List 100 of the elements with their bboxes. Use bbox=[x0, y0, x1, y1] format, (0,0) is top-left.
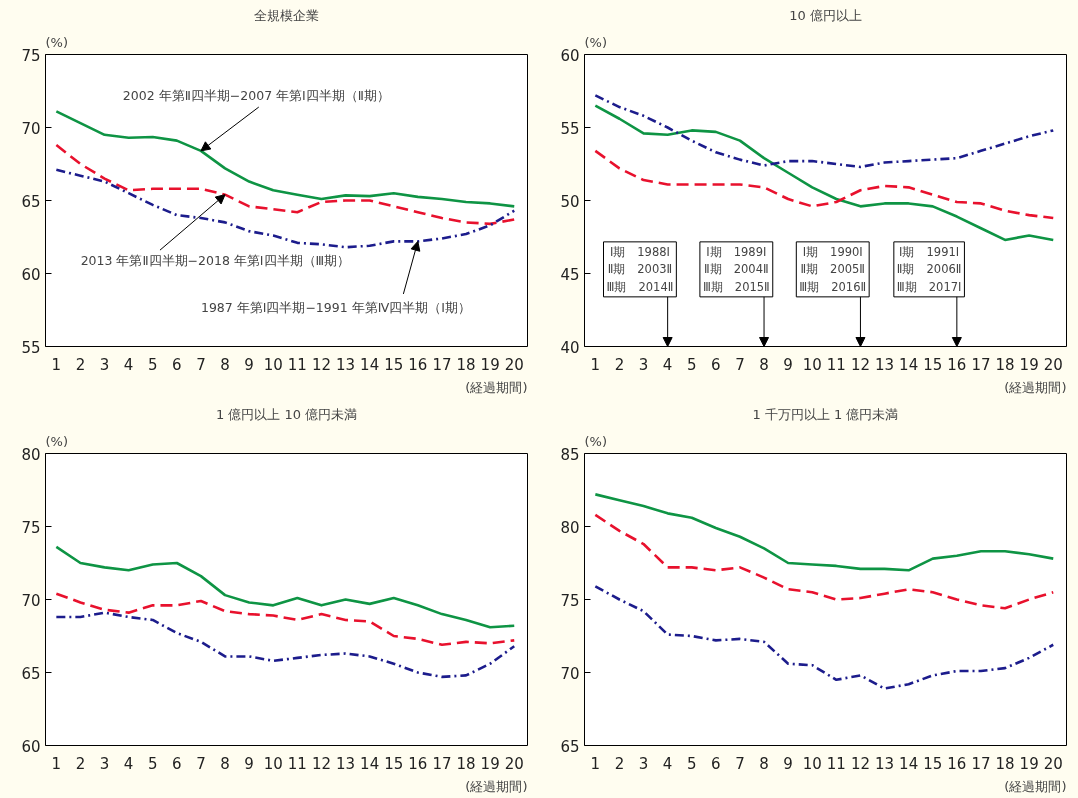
x-tick-label: 16 bbox=[947, 754, 967, 773]
x-tick-label: 10 bbox=[263, 754, 283, 773]
x-tick-label: 2 bbox=[614, 754, 625, 773]
y-tick-label: 75 bbox=[21, 518, 41, 537]
x-axis-title: (経過期間) bbox=[1004, 778, 1067, 794]
x-tick-label: 11 bbox=[287, 754, 307, 773]
x-tick-label: 7 bbox=[196, 355, 206, 374]
x-tick-label: 3 bbox=[99, 355, 110, 374]
x-tick-label: 14 bbox=[360, 355, 380, 374]
x-tick-label: 19 bbox=[480, 355, 500, 374]
x-tick-label: 15 bbox=[384, 754, 404, 773]
x-tick-label: 12 bbox=[850, 754, 870, 773]
y-axis-title: (%) bbox=[45, 433, 68, 449]
annotation: 2013 年第Ⅱ四半期−2018 年第Ⅰ四半期（Ⅲ期） bbox=[80, 252, 351, 268]
x-tick-label: 18 bbox=[456, 355, 476, 374]
x-tick-label: 9 bbox=[783, 355, 793, 374]
x-tick-label: 6 bbox=[172, 355, 182, 374]
y-tick-label: 65 bbox=[21, 664, 41, 683]
x-tick-label: 18 bbox=[995, 754, 1015, 773]
x-tick-label: 13 bbox=[336, 355, 356, 374]
x-tick-label: 6 bbox=[711, 355, 721, 374]
x-tick-label: 12 bbox=[311, 355, 331, 374]
x-tick-label: 14 bbox=[899, 754, 919, 773]
x-tick-label: 5 bbox=[147, 355, 158, 374]
x-tick-label: 20 bbox=[1043, 355, 1063, 374]
x-tick-label: 17 bbox=[432, 754, 452, 773]
y-tick-label: 70 bbox=[560, 664, 580, 683]
x-tick-label: 17 bbox=[971, 754, 991, 773]
x-tick-label: 20 bbox=[504, 754, 524, 773]
y-axis-title: (%) bbox=[584, 433, 607, 449]
x-tick-label: 7 bbox=[735, 754, 745, 773]
x-tick-label: 1 bbox=[51, 754, 62, 773]
x-tick-label: 3 bbox=[638, 355, 649, 374]
x-tick-label: 9 bbox=[244, 355, 254, 374]
x-tick-label: 15 bbox=[923, 355, 943, 374]
y-tick-label: 60 bbox=[560, 46, 580, 65]
x-tick-label: 19 bbox=[1019, 754, 1039, 773]
chart-title: 全規模企業 bbox=[254, 7, 319, 23]
x-tick-label: 4 bbox=[662, 754, 673, 773]
x-tick-label: 17 bbox=[971, 355, 991, 374]
x-tick-label: 10 bbox=[263, 355, 283, 374]
x-tick-label: 16 bbox=[947, 355, 967, 374]
x-tick-label: 3 bbox=[638, 754, 649, 773]
x-tick-label: 13 bbox=[875, 355, 895, 374]
chart-title: 1 億円以上 10 億円未満 bbox=[215, 406, 358, 422]
x-axis-title: (経過期間) bbox=[1004, 379, 1067, 395]
x-tick-label: 16 bbox=[408, 355, 428, 374]
x-tick-label: 4 bbox=[662, 355, 673, 374]
x-tick-label: 11 bbox=[826, 754, 846, 773]
y-tick-label: 55 bbox=[560, 119, 580, 138]
x-tick-label: 13 bbox=[875, 754, 895, 773]
x-tick-label: 6 bbox=[711, 754, 721, 773]
chart-title: 10 億円以上 bbox=[789, 7, 862, 23]
x-axis-title: (経過期間) bbox=[465, 778, 528, 794]
y-tick-label: 75 bbox=[560, 591, 580, 610]
y-tick-label: 45 bbox=[560, 265, 580, 284]
x-tick-label: 9 bbox=[244, 754, 254, 773]
y-axis-title: (%) bbox=[45, 34, 68, 50]
x-tick-label: 2 bbox=[75, 754, 86, 773]
x-tick-label: 4 bbox=[123, 754, 134, 773]
x-tick-label: 19 bbox=[1019, 355, 1039, 374]
x-tick-label: 7 bbox=[735, 355, 745, 374]
y-tick-label: 65 bbox=[560, 737, 580, 756]
x-tick-label: 18 bbox=[995, 355, 1015, 374]
x-tick-label: 12 bbox=[850, 355, 870, 374]
y-tick-label: 75 bbox=[21, 46, 41, 65]
x-tick-label: 11 bbox=[826, 355, 846, 374]
x-tick-label: 13 bbox=[336, 754, 356, 773]
x-tick-label: 15 bbox=[384, 355, 404, 374]
x-tick-label: 5 bbox=[686, 754, 697, 773]
x-tick-label: 8 bbox=[220, 754, 230, 773]
x-tick-label: 10 bbox=[802, 754, 822, 773]
x-tick-label: 8 bbox=[220, 355, 230, 374]
x-tick-label: 12 bbox=[311, 754, 331, 773]
y-tick-label: 70 bbox=[21, 119, 41, 138]
y-tick-label: 70 bbox=[21, 591, 41, 610]
x-tick-label: 15 bbox=[923, 754, 943, 773]
x-tick-label: 14 bbox=[899, 355, 919, 374]
annotation: Ⅰ期 1988Ⅰ Ⅱ期 2003Ⅱ Ⅲ期 2014Ⅱ bbox=[606, 244, 674, 294]
y-tick-label: 80 bbox=[21, 445, 41, 464]
x-tick-label: 7 bbox=[196, 754, 206, 773]
x-tick-label: 8 bbox=[759, 754, 769, 773]
x-tick-label: 16 bbox=[408, 754, 428, 773]
annotation: 1987 年第Ⅰ四半期−1991 年第Ⅳ四半期（Ⅰ期） bbox=[200, 299, 471, 315]
x-tick-label: 8 bbox=[759, 355, 769, 374]
x-tick-label: 18 bbox=[456, 754, 476, 773]
x-tick-label: 2 bbox=[614, 355, 625, 374]
y-tick-label: 60 bbox=[21, 737, 41, 756]
x-tick-label: 5 bbox=[686, 355, 697, 374]
x-tick-label: 1 bbox=[590, 754, 601, 773]
annotation: Ⅰ期 1990Ⅰ Ⅱ期 2005Ⅱ Ⅲ期 2016Ⅱ bbox=[799, 244, 867, 294]
y-tick-label: 55 bbox=[21, 338, 41, 357]
x-tick-label: 20 bbox=[1043, 754, 1063, 773]
y-tick-label: 65 bbox=[21, 192, 41, 211]
x-tick-label: 3 bbox=[99, 754, 110, 773]
x-tick-label: 11 bbox=[287, 355, 307, 374]
y-tick-label: 80 bbox=[560, 518, 580, 537]
x-tick-label: 10 bbox=[802, 355, 822, 374]
y-tick-label: 40 bbox=[560, 338, 580, 357]
y-axis-title: (%) bbox=[584, 34, 607, 50]
